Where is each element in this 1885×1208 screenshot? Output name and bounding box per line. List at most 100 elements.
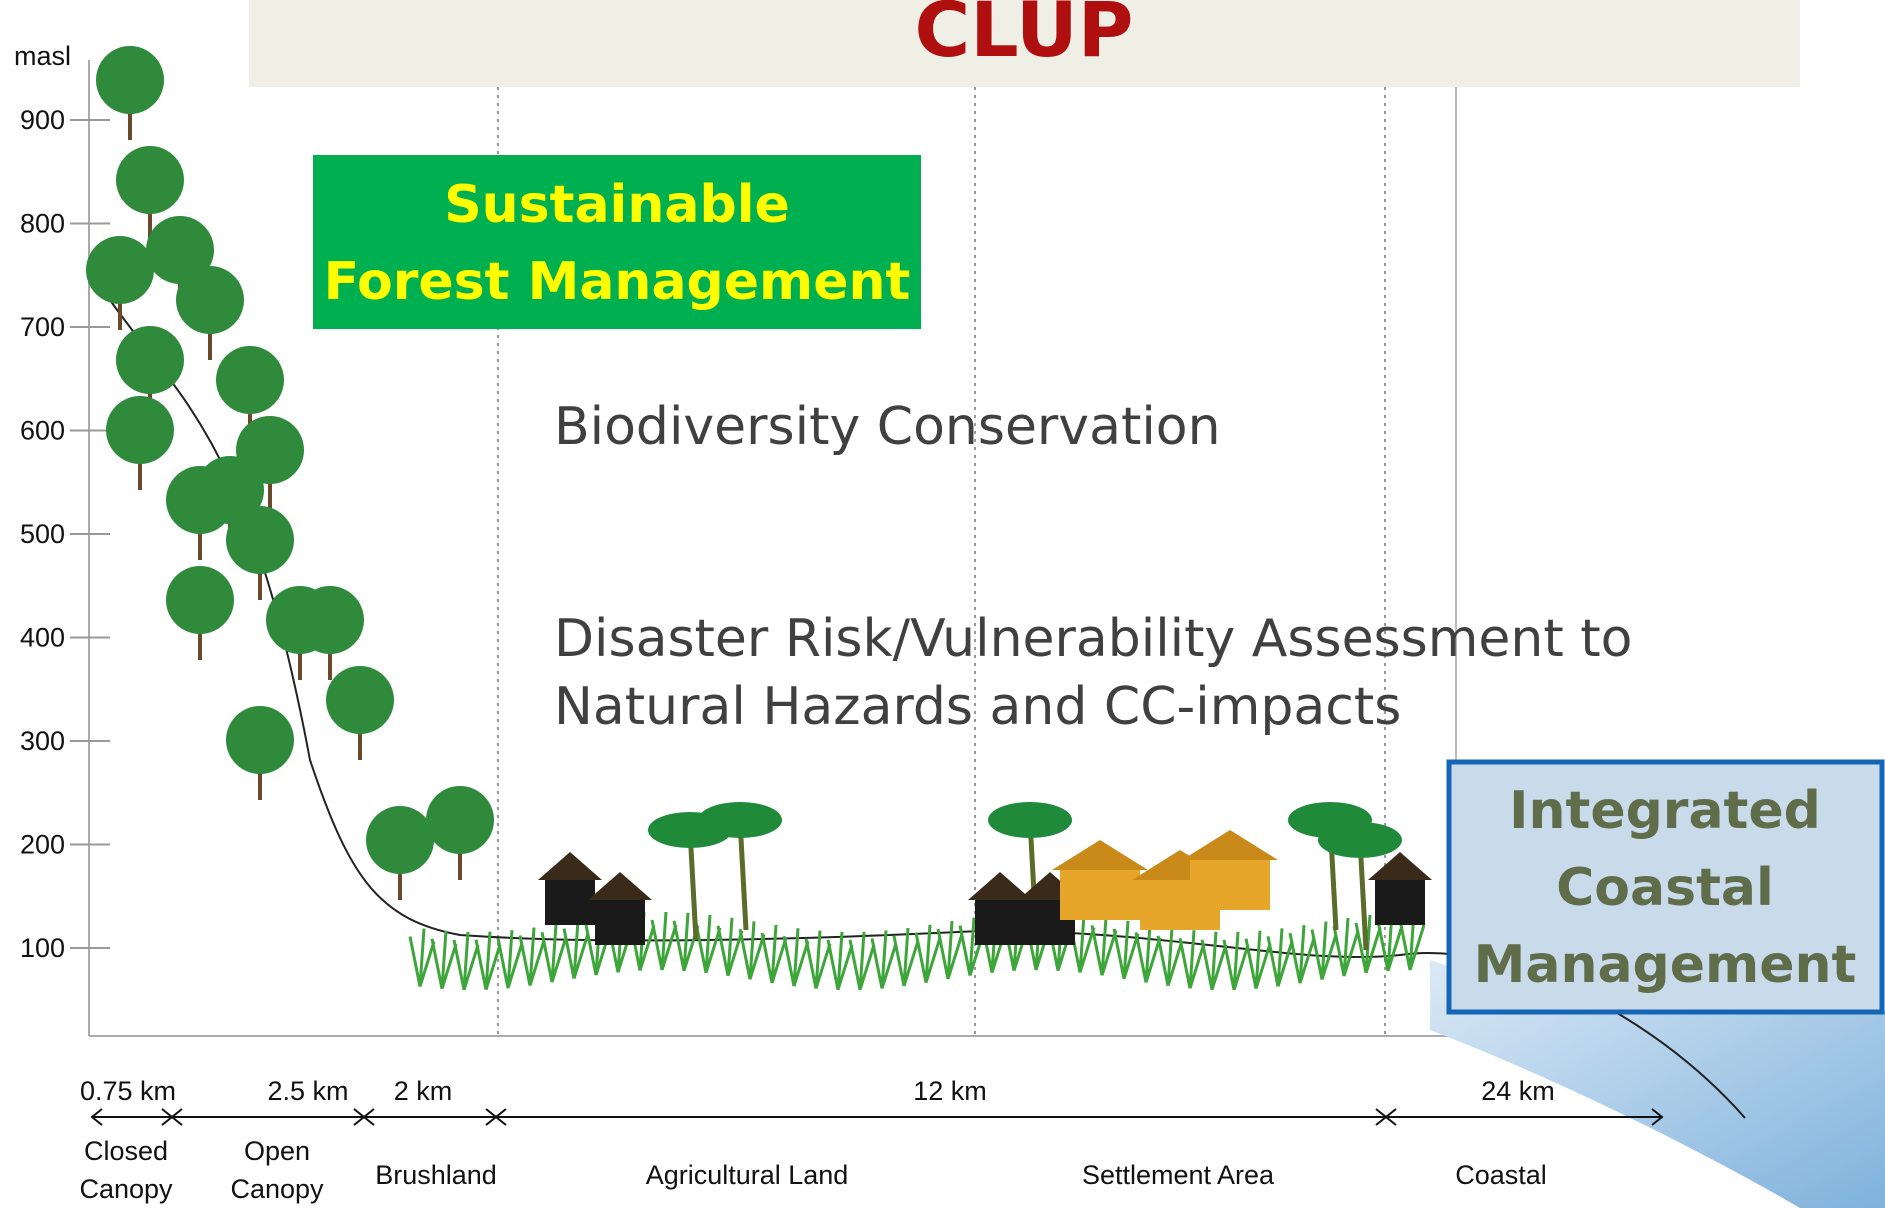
hut-roof [588,872,652,900]
coastal-line: Coastal [1556,858,1774,918]
grass [518,927,546,987]
grass [1090,917,1118,976]
grass [760,924,788,984]
y-tick-label: 800 [20,209,65,239]
hut-roof [968,872,1032,900]
house [1060,870,1140,920]
tree-crown [176,266,244,334]
grass [1134,924,1162,983]
y-tick-label: 100 [20,933,65,963]
palm-crown [698,802,782,838]
y-tick-label: 300 [20,726,65,756]
tree-crown [296,586,364,654]
palm-crown [988,802,1072,838]
zone-label: Canopy [79,1174,173,1204]
tree-crown [236,416,304,484]
grass [1266,928,1294,987]
tree-crown [146,216,214,284]
zones: Closed Canopy Open Canopy Brushland Agricultu… [79,1136,1546,1204]
distance-arrows [90,1108,1664,1126]
hut [595,900,645,945]
grass [1288,925,1316,984]
house-roof [1052,840,1148,870]
tree-crown [116,326,184,394]
grass [694,914,722,974]
grass [1156,927,1184,987]
tree-crown [226,706,294,774]
hut [1375,880,1425,925]
hut [975,900,1025,945]
vegetation [86,46,1432,991]
grass [738,921,766,980]
grass [782,928,810,987]
grass [1178,930,1206,989]
distance-label: 24 km [1481,1076,1555,1106]
grass [1222,931,1250,991]
grass [848,931,876,991]
grass [452,931,480,991]
y-tick-label: 500 [20,519,65,549]
grass [408,928,436,988]
y-tick-label: 200 [20,830,65,860]
zone-label: Coastal [1455,1160,1547,1190]
coastal-line: Integrated [1509,781,1821,841]
grass [892,927,920,987]
coastal-line: Management [1474,935,1857,995]
tree-crown [166,566,234,634]
tree-crown [426,786,494,854]
title-bar [249,0,1800,87]
sea [1430,960,1885,1208]
zone-label: Brushland [375,1160,497,1190]
axis-unit: masl [14,41,71,71]
grass [430,930,458,990]
tree-crown [86,236,154,304]
grass [1200,931,1228,991]
hut [545,880,595,925]
grass [562,920,590,980]
zone-label: Closed [84,1136,168,1166]
grass [474,931,502,991]
house [1190,860,1270,910]
grass [936,920,964,980]
forest-box [313,155,921,329]
zone-label: Agricultural Land [646,1160,849,1190]
distance-label: 2 km [394,1076,453,1106]
topic: Disaster Risk/Vulnerability Assessment t… [554,609,1632,669]
grass [650,911,678,971]
zone-label: Canopy [230,1174,324,1204]
grass [1112,920,1140,980]
grass [804,930,832,990]
palm-crown [1318,822,1402,858]
tree-crown [326,666,394,734]
distance-label: 2.5 km [267,1076,348,1106]
house-roof [1182,830,1278,860]
title: CLUP [915,0,1134,74]
grass [870,930,898,989]
zone-label: Open [244,1136,310,1166]
grass [1310,921,1338,981]
y-tick-label: 400 [20,623,65,653]
grass [1244,930,1272,990]
grass [540,924,568,983]
coastal-box [1446,759,1885,1015]
y-ticks: 900 800 700 600 500 400 300 200 100 [20,105,110,963]
grass [716,917,744,977]
hut-roof [538,852,602,880]
distance-label: 0.75 km [80,1076,176,1106]
topic: Natural Hazards and CC-impacts [554,677,1401,737]
palm-trunk [1357,839,1369,951]
palm-trunk [687,829,699,941]
tree-crown [226,506,294,574]
tree-crown [216,346,284,414]
topic: Biodiversity Conservation [554,397,1221,457]
y-tick-label: 900 [20,105,65,135]
tree-crown [116,146,184,214]
palm-trunk [737,819,749,931]
grass [496,930,524,989]
zone-label: Settlement Area [1082,1160,1275,1190]
grass [1332,917,1360,977]
zone-dividers [497,87,1386,1036]
y-tick-label: 700 [20,312,65,342]
